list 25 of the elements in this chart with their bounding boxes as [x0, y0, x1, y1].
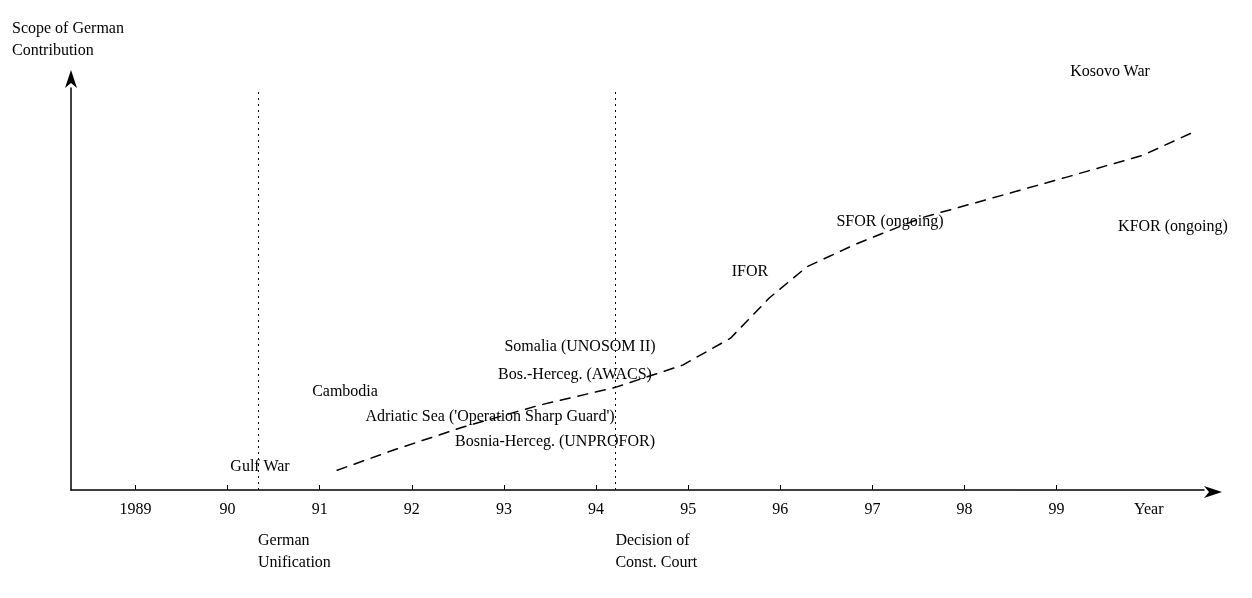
text: Kosovo War — [1070, 61, 1151, 79]
ref-line-label: German Unification — [257, 530, 331, 570]
annotation: Bosnia-Herceg. (UNPROFOR) — [455, 431, 655, 450]
annotation: SFOR (ongoing) — [836, 211, 944, 230]
x-tick-label: 90 — [219, 499, 236, 517]
y-axis-title: Scope of German Contribution — [12, 18, 128, 58]
x-tick-label: 1989 — [119, 499, 152, 517]
annotation: Cambodia — [312, 381, 378, 399]
annotation: Gulf War — [230, 456, 291, 474]
annotation: KFOR (ongoing) — [1118, 216, 1228, 235]
x-tick-label: 93 — [495, 499, 512, 517]
x-tick-label: 97 — [864, 499, 881, 517]
x-tick-label: 95 — [680, 499, 697, 517]
annotation: Bos.-Herceg. (AWACS) — [498, 364, 652, 383]
x-tick-label: 99 — [1048, 499, 1065, 517]
ref-line-label: Decision of Const. Court — [615, 530, 698, 570]
x-tick-label: 98 — [956, 499, 973, 517]
x-tick-label: 96 — [772, 499, 789, 517]
annotation: Somalia (UNOSOM II) — [504, 336, 656, 355]
x-tick-label: 92 — [403, 499, 420, 517]
x-axis-title: Year — [1134, 499, 1165, 517]
annotation: Adriatic Sea ('Operation Sharp Guard') — [365, 406, 615, 425]
annotation: IFOR — [731, 261, 769, 279]
x-tick-label: 91 — [311, 499, 328, 517]
x-tick-label: 94 — [588, 499, 605, 517]
